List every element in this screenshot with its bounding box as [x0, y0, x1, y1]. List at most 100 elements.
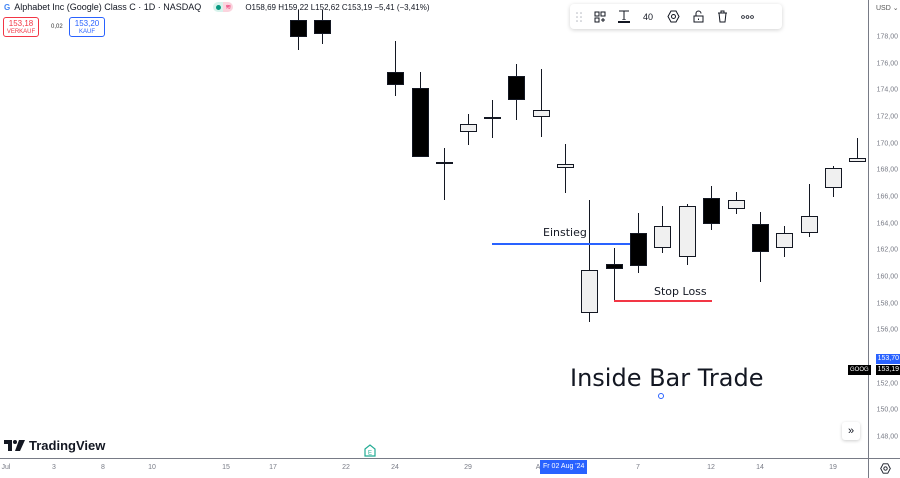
candle-bear[interactable]: [630, 233, 647, 267]
price-axis-label: 160,00: [876, 273, 898, 281]
price-axis-label: 174,00: [876, 86, 898, 94]
sell-button[interactable]: 153,18 VERKAUF: [3, 17, 39, 37]
candle-bear[interactable]: [703, 198, 720, 224]
high-value: H159,22: [278, 2, 309, 12]
price-axis-label: 148,00: [876, 433, 898, 441]
price-axis-label: 178,00: [876, 33, 898, 41]
time-axis-label: 19: [829, 464, 837, 471]
time-axis-label: 7: [636, 464, 640, 471]
google-logo-icon: G: [4, 2, 11, 12]
time-axis-label: 24: [391, 464, 399, 471]
entry-label[interactable]: Einstieg: [543, 226, 587, 239]
chart-area[interactable]: [0, 0, 868, 458]
candle-bear[interactable]: [314, 19, 331, 35]
candle-bear[interactable]: [606, 263, 623, 269]
candle-bull[interactable]: [654, 226, 671, 248]
price-axis-label: 150,00: [876, 406, 898, 414]
spread-value: 0,02: [51, 24, 63, 30]
candle-bear[interactable]: [436, 162, 453, 165]
time-axis-label: 3: [52, 464, 56, 471]
text-anchor-handle[interactable]: [658, 393, 664, 399]
buy-price: 153,20: [74, 19, 100, 28]
candle-bull[interactable]: [557, 163, 574, 168]
currency-label: USD: [876, 5, 891, 12]
indicator-icon: ≋: [223, 2, 234, 12]
more-button[interactable]: [734, 4, 760, 29]
current-price-tag: 153,70: [875, 354, 900, 364]
candle-bull[interactable]: [533, 110, 550, 117]
time-axis-label: 10: [148, 464, 156, 471]
text-icon: [619, 10, 629, 20]
axis-settings-button[interactable]: [868, 458, 900, 478]
currency-selector[interactable]: USD ⌄: [876, 4, 899, 12]
price-axis-label: 156,00: [876, 326, 898, 334]
candle-bull[interactable]: [484, 117, 501, 119]
template-button[interactable]: [588, 4, 612, 29]
scroll-to-realtime-button[interactable]: »: [842, 422, 860, 440]
settings-icon: [879, 463, 891, 474]
candle-bear[interactable]: [752, 223, 769, 252]
candle-wick: [614, 247, 615, 301]
candle-bear[interactable]: [508, 75, 525, 100]
entry-line[interactable]: [492, 242, 630, 245]
text-color-button[interactable]: [612, 4, 636, 29]
trash-icon: [717, 10, 727, 23]
tradingview-logo-icon: [4, 440, 25, 451]
sell-label: VERKAUF: [6, 29, 36, 35]
svg-text:E: E: [368, 451, 372, 457]
stop-loss-line[interactable]: [614, 300, 712, 302]
low-value: L152,62: [310, 2, 340, 12]
candle-bull[interactable]: [801, 215, 818, 233]
status-pill[interactable]: ≋: [213, 2, 234, 12]
settings-button[interactable]: [660, 4, 686, 29]
close-value: C153,19: [341, 2, 373, 12]
stop-loss-label[interactable]: Stop Loss: [654, 285, 707, 298]
drawing-toolbar: 40: [570, 4, 782, 29]
price-axis-label: 158,00: [876, 300, 898, 308]
inside-bar-trade-title[interactable]: Inside Bar Trade: [570, 364, 764, 392]
symbol-header: G Alphabet Inc (Google) Class C · 1D · N…: [4, 2, 430, 12]
buy-button[interactable]: 153,20 KAUF: [69, 17, 105, 37]
candle-bull[interactable]: [849, 158, 866, 163]
tradingview-logo[interactable]: TradingView: [4, 438, 105, 453]
candle-bull[interactable]: [776, 233, 793, 248]
candle-wick: [541, 69, 542, 137]
time-axis[interactable]: Jul38101517222429Au7121419: [0, 458, 868, 478]
candle-bull[interactable]: [581, 270, 598, 313]
candle-wick: [565, 143, 566, 193]
candle-bull[interactable]: [679, 206, 696, 257]
candle-bear[interactable]: [387, 71, 404, 85]
market-open-icon: [213, 2, 224, 12]
candle-bear[interactable]: [290, 19, 307, 37]
time-axis-label: 8: [101, 464, 105, 471]
earnings-badge[interactable]: E: [364, 444, 376, 462]
price-axis-label: 176,00: [876, 60, 898, 68]
time-axis-label: Jul: [1, 464, 11, 471]
price-axis-label: 164,00: [876, 220, 898, 228]
symbol-title[interactable]: Alphabet Inc (Google) Class C · 1D · NAS…: [14, 2, 202, 12]
lock-button[interactable]: [686, 4, 710, 29]
ohlc-values: O158,69 H159,22 L152,62 C153,19 −5,41 (−…: [245, 3, 429, 12]
settings-icon: [666, 10, 680, 23]
candle-bear[interactable]: [412, 87, 429, 157]
price-axis-label: 168,00: [876, 166, 898, 174]
price-axis[interactable]: USD ⌄ 153,70 153,19 178,00 176,00 174,00 17…: [868, 0, 900, 458]
time-axis-label: 22: [342, 464, 350, 471]
tradingview-logo-text: TradingView: [29, 438, 106, 453]
price-axis-label: 152,00: [876, 380, 898, 388]
candle-bull[interactable]: [460, 123, 477, 132]
price-axis-label: 162,00: [876, 246, 898, 254]
time-axis-label: 29: [464, 464, 472, 471]
unlock-icon: [693, 10, 703, 23]
open-value: O158,69: [245, 2, 277, 12]
price-axis-label: 172,00: [876, 113, 898, 121]
delete-button[interactable]: [710, 4, 734, 29]
font-size-button[interactable]: 40: [642, 11, 653, 22]
candle-bull[interactable]: [825, 167, 842, 188]
price-axis-label: 170,00: [876, 140, 898, 148]
time-axis-label: 17: [269, 464, 277, 471]
candle-bull[interactable]: [728, 199, 745, 209]
drag-handle-icon[interactable]: [570, 4, 588, 29]
sell-price: 153,18: [8, 19, 34, 28]
candle-wick: [444, 147, 445, 200]
